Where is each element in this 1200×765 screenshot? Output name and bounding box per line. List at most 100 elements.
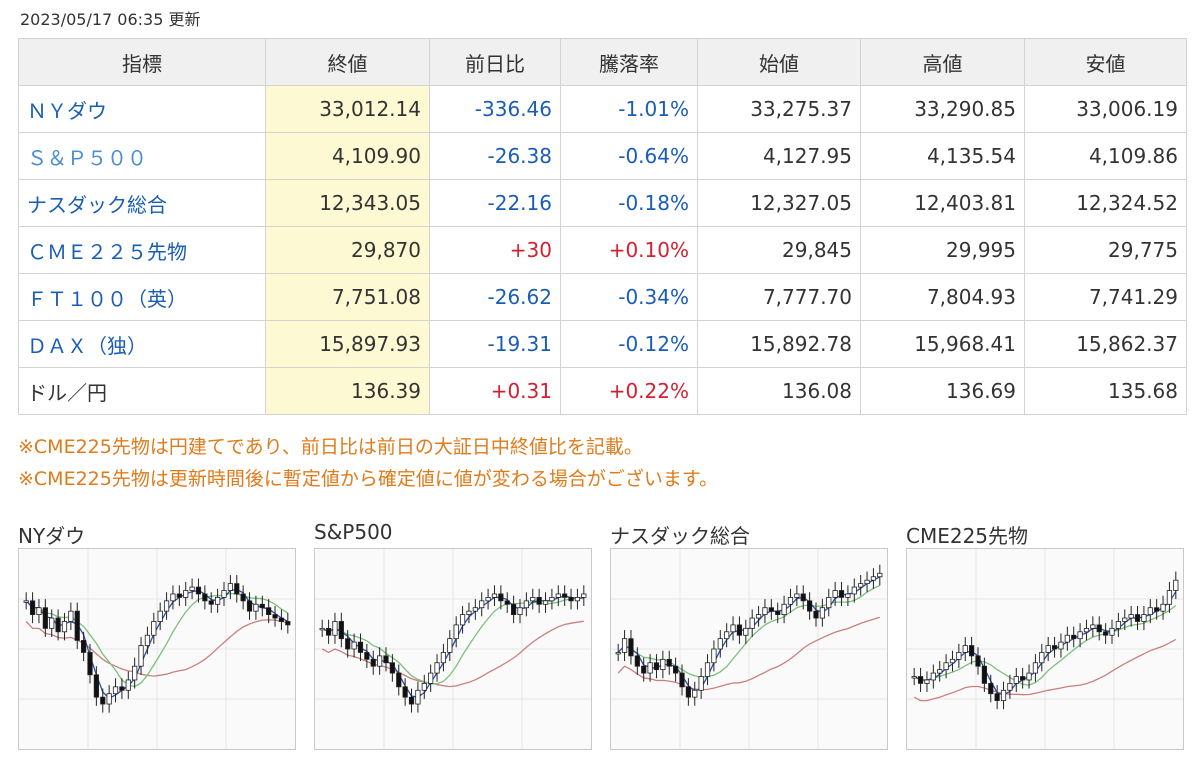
candle-body xyxy=(813,610,819,619)
candle-body xyxy=(1173,579,1179,591)
candle-body xyxy=(272,614,278,619)
candle-body xyxy=(278,617,285,622)
candle-body xyxy=(415,689,421,705)
candle-body xyxy=(125,679,131,691)
candle-body xyxy=(23,600,29,603)
candle-body xyxy=(151,621,157,636)
candle-body xyxy=(511,603,517,615)
candle-body xyxy=(794,593,800,598)
candle-body xyxy=(542,600,549,605)
rate-value: -0.18% xyxy=(560,179,698,227)
candle-body xyxy=(195,586,202,595)
candle-body xyxy=(717,638,723,650)
chart-frame[interactable] xyxy=(18,548,296,750)
candle-body xyxy=(1064,634,1070,643)
candle-body xyxy=(138,645,144,667)
candle-body xyxy=(641,665,647,674)
candle-body xyxy=(956,652,962,660)
table-row: Ｓ＆Ｐ５００ 4,109.90 -26.38 -0.64% 4,127.95 4… xyxy=(18,132,1187,180)
candle-body xyxy=(221,590,227,598)
candle-body xyxy=(453,624,459,640)
candle-body xyxy=(246,600,253,612)
index-link-dax[interactable]: ＤＡＸ（独） xyxy=(18,320,266,368)
candle-body xyxy=(227,583,233,591)
chart-frame[interactable] xyxy=(314,548,592,750)
index-link-cme225[interactable]: ＣＭＥ２２５先物 xyxy=(18,226,266,274)
chart-title: S&P500 xyxy=(314,520,393,544)
candle-body xyxy=(1147,607,1153,616)
candle-body xyxy=(943,662,949,671)
low-value: 15,862.37 xyxy=(1024,320,1187,368)
candle-body xyxy=(845,593,851,598)
candle-body xyxy=(170,593,176,602)
candle-body xyxy=(1134,614,1141,622)
candle-body xyxy=(345,638,351,650)
candle-body xyxy=(1077,631,1083,640)
close-value: 136.39 xyxy=(265,367,430,415)
candle-body xyxy=(562,593,568,598)
candle-body xyxy=(440,652,447,664)
close-value: 4,109.90 xyxy=(265,132,430,180)
index-link-sp500[interactable]: Ｓ＆Ｐ５００ xyxy=(18,132,266,180)
candle-body xyxy=(858,583,864,588)
open-value: 4,127.95 xyxy=(697,132,861,180)
ma-long-line xyxy=(25,619,288,677)
candle-body xyxy=(1141,614,1147,622)
candle-body xyxy=(55,617,61,633)
index-name-usdjpy: ドル／円 xyxy=(18,367,266,415)
candle-body xyxy=(679,672,685,688)
chart-sp500[interactable]: S&P500 xyxy=(314,520,592,750)
candle-body xyxy=(698,676,704,691)
chart-cme225[interactable]: CME225先物 xyxy=(906,520,1184,750)
candle-body xyxy=(523,600,529,609)
candle-body xyxy=(660,658,666,671)
index-link-nasdaq[interactable]: ナスダック総合 xyxy=(18,179,266,227)
header-low: 安値 xyxy=(1024,38,1187,86)
close-value: 15,897.93 xyxy=(265,320,430,368)
candle-body xyxy=(704,662,711,677)
candle-body xyxy=(266,607,272,616)
index-link-nydow[interactable]: ＮＹダウ xyxy=(18,85,266,133)
candle-body xyxy=(29,600,36,616)
candle-body xyxy=(428,672,434,684)
candle-body xyxy=(319,627,325,631)
table-row: ＣＭＥ２２５先物 29,870 +30 +0.10% 29,845 29,995… xyxy=(18,226,1187,274)
candle-body xyxy=(1058,641,1064,650)
candle-body xyxy=(364,652,370,660)
high-value: 7,804.93 xyxy=(860,273,1025,321)
chart-nydow[interactable]: NYダウ xyxy=(18,520,296,750)
candle-body xyxy=(877,572,883,578)
note-cme-currency: ※CME225先物は円建てであり、前日比は前日の大証日中終値比を記載。 xyxy=(18,436,643,458)
index-link-ft100[interactable]: ＦＴ１００（英） xyxy=(18,273,266,321)
candle-body xyxy=(234,583,240,595)
candle-body xyxy=(176,593,182,598)
candle-body xyxy=(472,607,478,612)
chart-nasdaq[interactable]: ナスダック総合 xyxy=(610,520,888,750)
candle-body xyxy=(1154,607,1160,612)
chart-frame[interactable] xyxy=(610,548,888,750)
candle-body xyxy=(917,676,924,684)
table-row: ＤＡＸ（独） 15,897.93 -19.31 -0.12% 15,892.78… xyxy=(18,320,1187,368)
candle-body xyxy=(100,696,106,705)
chart-frame[interactable] xyxy=(906,548,1184,750)
rate-value: -0.12% xyxy=(560,320,698,368)
candle-body xyxy=(768,607,774,612)
candle-body xyxy=(1160,603,1166,612)
chart-title: ナスダック総合 xyxy=(610,524,750,548)
header-high: 高値 xyxy=(860,38,1025,86)
candle-body xyxy=(1103,631,1109,636)
candle-body xyxy=(800,593,806,602)
candle-body xyxy=(1166,590,1173,605)
open-value: 33,275.37 xyxy=(697,85,861,133)
rate-value: -1.01% xyxy=(560,85,698,133)
ma-long-line xyxy=(321,620,584,688)
close-value: 33,012.14 xyxy=(265,85,430,133)
candle-body xyxy=(466,610,472,615)
change-value: -26.62 xyxy=(429,273,561,321)
candle-body xyxy=(183,590,189,598)
candle-body xyxy=(1071,634,1077,640)
candle-body xyxy=(1026,672,1032,681)
high-value: 29,995 xyxy=(860,226,1025,274)
change-value: +30 xyxy=(429,226,561,274)
candle-body xyxy=(1083,627,1090,633)
